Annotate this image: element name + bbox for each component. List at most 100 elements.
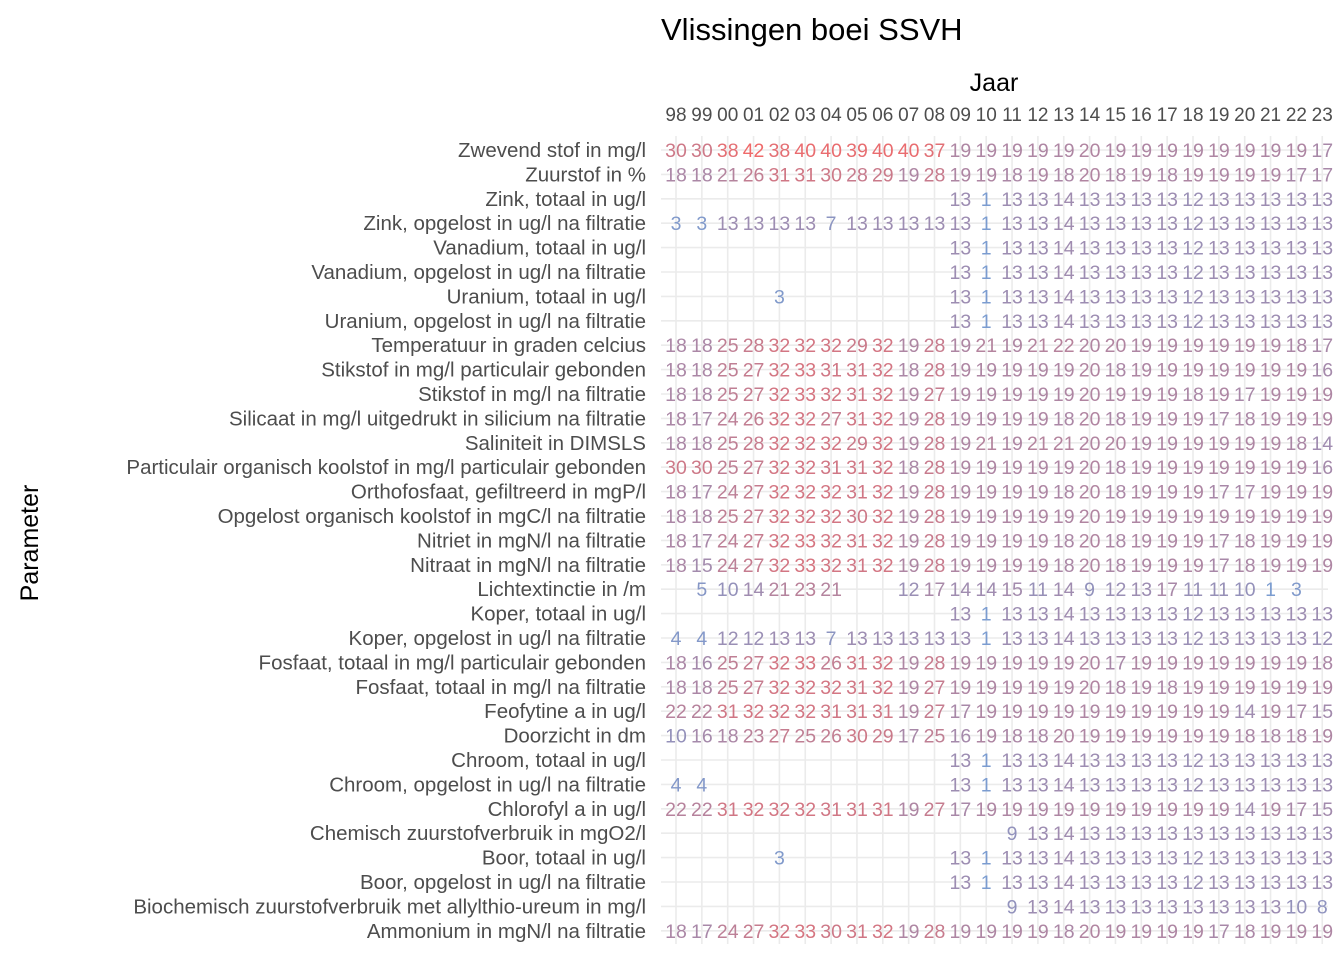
- heatmap-cell-value: 19: [1001, 921, 1023, 943]
- heatmap-cell-value: 13: [1079, 848, 1101, 870]
- heatmap-cell-value: 13: [1130, 579, 1152, 601]
- heatmap-cell-value: 13: [1130, 848, 1152, 870]
- heatmap-cell-value: 16: [949, 726, 971, 748]
- heatmap-cell-value: 19: [898, 506, 920, 528]
- heatmap-cell-value: 19: [1234, 140, 1256, 162]
- heatmap-cell-value: 19: [1234, 164, 1256, 186]
- heatmap-cell-value: 18: [1234, 530, 1256, 552]
- heatmap-cell-value: 13: [1105, 262, 1127, 284]
- heatmap-cell-value: 13: [1311, 213, 1333, 235]
- heatmap-cell-value: 19: [1311, 384, 1333, 406]
- heatmap-cell-value: 19: [1311, 408, 1333, 430]
- heatmap-cell-value: 18: [665, 482, 687, 504]
- heatmap-cell-value: 27: [924, 799, 946, 821]
- heatmap-cell-value: 27: [743, 384, 765, 406]
- heatmap-cell-value: 18: [665, 530, 687, 552]
- heatmap-cell-value: 20: [1079, 457, 1101, 479]
- heatmap-cell-value: 13: [1027, 604, 1049, 626]
- heatmap-cell-value: 31: [846, 408, 868, 430]
- heatmap-cell-value: 13: [1105, 238, 1127, 260]
- heatmap-cell-value: 22: [665, 701, 687, 723]
- heatmap-cell-value: 19: [1130, 140, 1152, 162]
- heatmap-cell-value: 31: [846, 652, 868, 674]
- heatmap-cell-value: 32: [820, 677, 842, 699]
- heatmap-cell-value: 13: [1260, 896, 1282, 918]
- heatmap-cell-value: 22: [691, 799, 713, 821]
- heatmap-cell-value: 27: [743, 457, 765, 479]
- heatmap-cell-value: 19: [1027, 555, 1049, 577]
- x-tick-label: 14: [1079, 105, 1101, 126]
- heatmap-cell-value: 19: [1260, 140, 1282, 162]
- heatmap-cell-value: 19: [1053, 360, 1075, 382]
- heatmap-cell-value: 19: [1260, 799, 1282, 821]
- chart-title: Vlissingen boei SSVH: [661, 12, 963, 47]
- heatmap-cell-value: 10: [1234, 579, 1256, 601]
- heatmap-cell-value: 19: [1130, 457, 1152, 479]
- heatmap-cell-value: 19: [898, 408, 920, 430]
- heatmap-cell-value: 30: [691, 457, 713, 479]
- heatmap-cell-value: 13: [1208, 774, 1230, 796]
- heatmap-cell-value: 13: [1001, 286, 1023, 308]
- heatmap-cell-value: 13: [1208, 823, 1230, 845]
- heatmap-cell-value: 13: [1105, 189, 1127, 211]
- heatmap-cell-value: 14: [1053, 774, 1075, 796]
- x-tick-label: 01: [743, 105, 764, 126]
- heatmap-cell-value: 19: [1001, 555, 1023, 577]
- heatmap-cell-value: 18: [1286, 726, 1308, 748]
- heatmap-cell-value: 19: [1182, 799, 1204, 821]
- heatmap-cell-value: 19: [1001, 652, 1023, 674]
- heatmap-cell-value: 13: [949, 286, 971, 308]
- heatmap-cell-value: 19: [1260, 701, 1282, 723]
- heatmap-cell-value: 19: [1260, 335, 1282, 357]
- heatmap-cell-value: 29: [846, 433, 868, 455]
- heatmap-cell-value: 19: [1182, 530, 1204, 552]
- heatmap-cell-value: 19: [1053, 652, 1075, 674]
- heatmap-cell-value: 13: [1130, 872, 1152, 894]
- heatmap-cell-value: 19: [1130, 555, 1152, 577]
- heatmap-cell-value: 19: [898, 555, 920, 577]
- heatmap-cell-value: 1: [981, 774, 992, 796]
- heatmap-cell-value: 18: [1234, 555, 1256, 577]
- y-tick-label: Vanadium, opgelost in ug/l na filtratie: [311, 261, 646, 284]
- heatmap-cell-value: 13: [1079, 213, 1101, 235]
- heatmap-cell-value: 14: [1053, 848, 1075, 870]
- heatmap-cell-value: 19: [1156, 360, 1178, 382]
- heatmap-cell-value: 32: [820, 335, 842, 357]
- heatmap-cell-value: 18: [665, 360, 687, 382]
- heatmap-cell-value: 19: [1311, 482, 1333, 504]
- y-tick-label: Fosfaat, totaal in mg/l particulair gebo…: [259, 651, 646, 674]
- heatmap-cell-value: 32: [769, 652, 791, 674]
- heatmap-cell-value: 13: [1260, 628, 1282, 650]
- heatmap-cell-value: 25: [794, 726, 816, 748]
- heatmap-cell-value: 19: [1156, 726, 1178, 748]
- heatmap-cell-value: 19: [1027, 506, 1049, 528]
- heatmap-cell-value: 20: [1079, 164, 1101, 186]
- heatmap-cell-value: 13: [1156, 750, 1178, 772]
- heatmap-cell-value: 13: [1001, 872, 1023, 894]
- heatmap-cell-value: 1: [981, 286, 992, 308]
- x-tick-label: 06: [872, 105, 893, 126]
- heatmap-cell-value: 13: [1105, 628, 1127, 650]
- heatmap-cell-value: 14: [1234, 701, 1256, 723]
- heatmap-cell-value: 31: [872, 701, 894, 723]
- heatmap-cell-value: 19: [1286, 921, 1308, 943]
- heatmap-cell-value: 13: [1156, 238, 1178, 260]
- heatmap-cell-value: 19: [1130, 164, 1152, 186]
- heatmap-cell-value: 19: [1027, 677, 1049, 699]
- heatmap-cell-value: 19: [949, 921, 971, 943]
- heatmap-cell-value: 31: [872, 799, 894, 821]
- heatmap-cell-value: 13: [743, 213, 765, 235]
- heatmap-cell-value: 13: [872, 628, 894, 650]
- heatmap-cell-value: 32: [769, 433, 791, 455]
- heatmap-cell-value: 32: [769, 530, 791, 552]
- heatmap-cell-value: 27: [769, 726, 791, 748]
- heatmap-cell-value: 12: [1182, 750, 1204, 772]
- heatmap-cell-value: 23: [743, 726, 765, 748]
- x-tick-label: 18: [1182, 105, 1203, 126]
- heatmap-cell-value: 17: [1286, 799, 1308, 821]
- heatmap-cell-value: 21: [1027, 433, 1049, 455]
- heatmap-cell-value: 3: [774, 848, 785, 870]
- heatmap-cell-value: 13: [1027, 896, 1049, 918]
- heatmap-cell-value: 32: [872, 652, 894, 674]
- heatmap-cell-value: 29: [872, 726, 894, 748]
